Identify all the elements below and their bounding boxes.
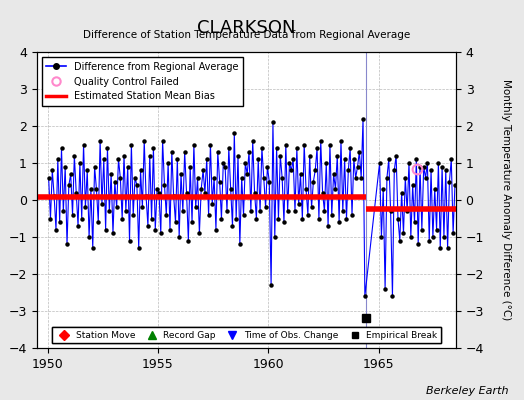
Text: Berkeley Earth: Berkeley Earth <box>426 386 508 396</box>
Y-axis label: Monthly Temperature Anomaly Difference (°C): Monthly Temperature Anomaly Difference (… <box>500 79 511 321</box>
Title: CLARKSON: CLARKSON <box>197 18 296 36</box>
Legend: Station Move, Record Gap, Time of Obs. Change, Empirical Break: Station Move, Record Gap, Time of Obs. C… <box>51 327 441 344</box>
Text: Difference of Station Temperature Data from Regional Average: Difference of Station Temperature Data f… <box>83 30 410 40</box>
